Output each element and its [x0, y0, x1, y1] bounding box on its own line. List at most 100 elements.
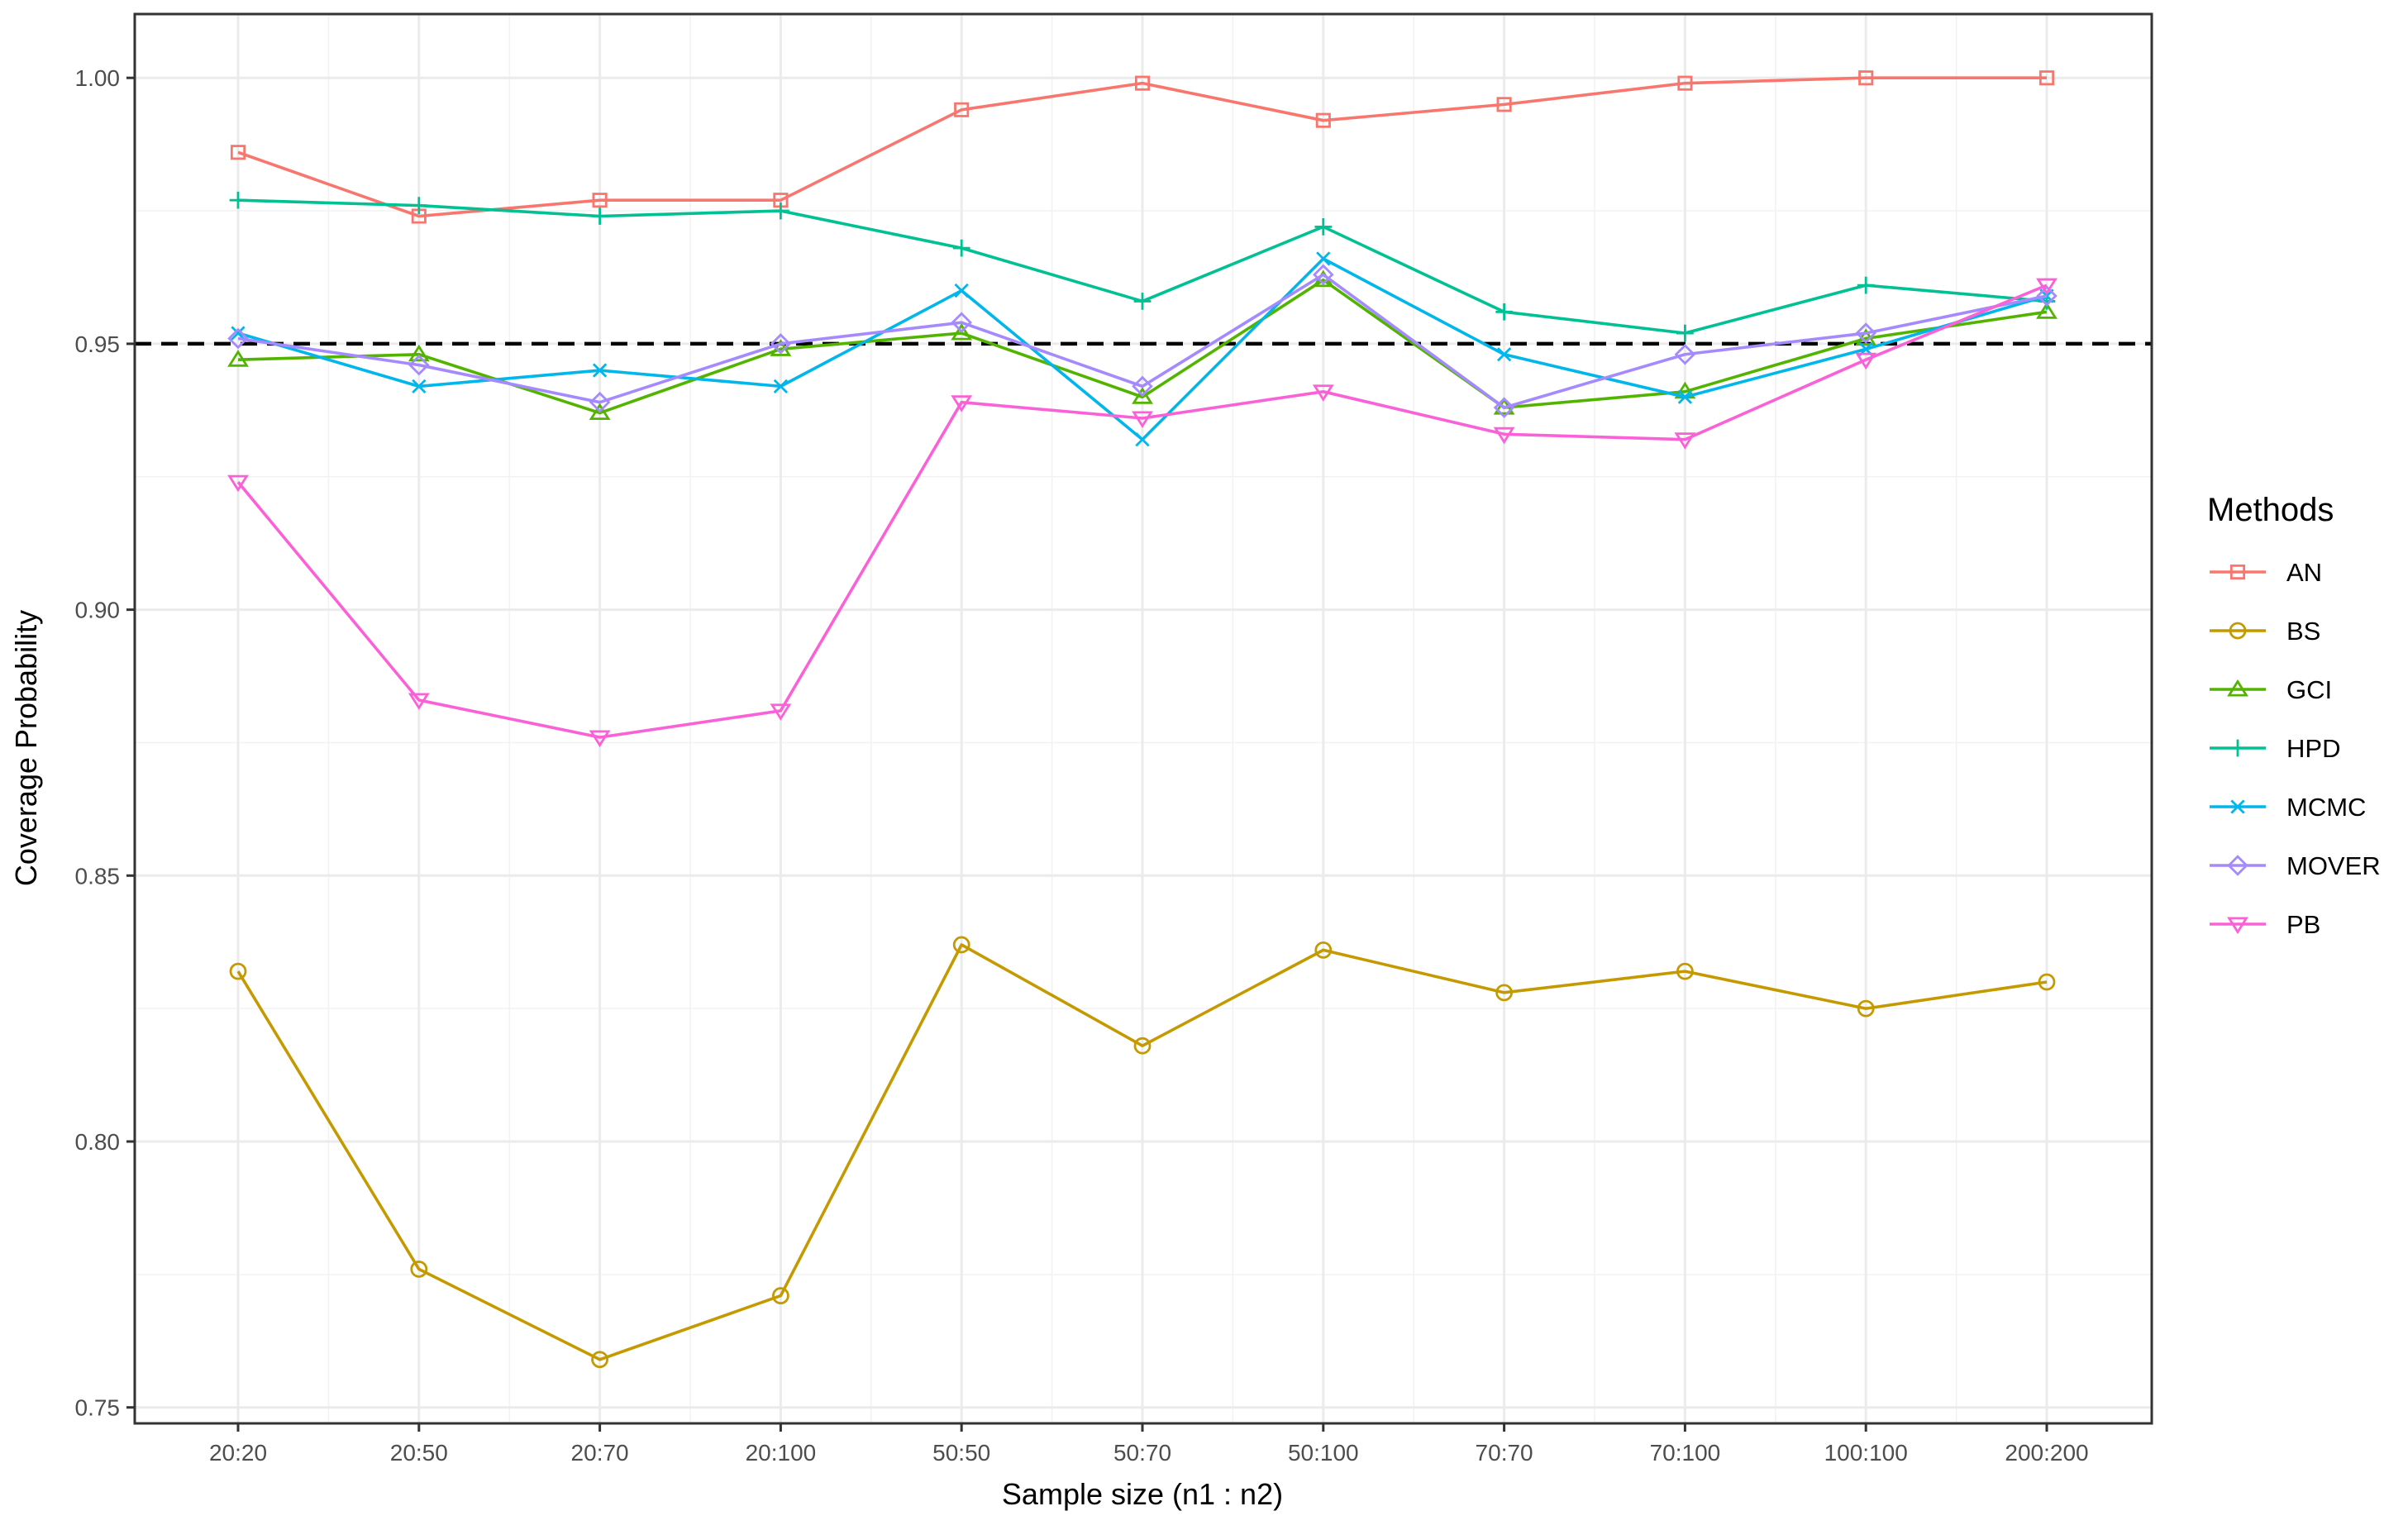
point-hpd-0 [229, 191, 247, 209]
point-pb-2 [589, 730, 611, 748]
legend-item-mcmc: MCMC [2210, 793, 2366, 822]
point-pb-7 [1493, 427, 1515, 445]
point-mcmc-8 [1677, 389, 1693, 404]
point-bs-0 [229, 962, 247, 980]
point-bs-3 [772, 1287, 789, 1304]
x-axis-title: Sample size (n1 : n2) [1002, 1477, 1283, 1511]
point-an-8 [1677, 75, 1693, 91]
point-an-0 [230, 145, 246, 160]
point-pb-9 [1855, 352, 1877, 370]
point-gci-4 [951, 322, 973, 341]
legend-item-mover: MOVER [2210, 851, 2381, 880]
point-mover-10 [2036, 285, 2058, 307]
point-bs-10 [2038, 973, 2056, 991]
legend: Methods AN BS GCI HPD MCMC MOVER PB [2207, 492, 2381, 939]
point-mover-6 [1313, 264, 1334, 286]
point-mover-4 [951, 312, 972, 333]
point-hpd-6 [1314, 218, 1333, 236]
point-hpd-4 [952, 239, 970, 257]
legend-label-hpd: HPD [2286, 734, 2340, 763]
legend-item-bs: BS [2210, 617, 2320, 646]
point-mover-1 [408, 354, 430, 376]
point-gci-1 [408, 344, 430, 362]
legend-label-mover: MOVER [2286, 851, 2381, 880]
legend-label-pb: PB [2286, 910, 2320, 939]
point-hpd-5 [1133, 293, 1152, 310]
point-mover-8 [1674, 343, 1696, 365]
point-pb-5 [1132, 411, 1153, 429]
point-bs-5 [1133, 1037, 1152, 1055]
point-bs-7 [1495, 984, 1513, 1002]
point-bs-4 [952, 936, 970, 954]
point-an-2 [592, 193, 608, 208]
y-axis-title: Coverage Probability [9, 610, 43, 886]
point-an-7 [1496, 97, 1512, 112]
point-bs-8 [1676, 962, 1694, 980]
point-mcmc-4 [954, 283, 969, 298]
point-mover-9 [1855, 322, 1876, 344]
x-tick-label: 200:200 [2005, 1440, 2088, 1466]
point-bs-2 [591, 1351, 608, 1369]
point-pb-1 [408, 693, 430, 711]
x-tick-label: 50:70 [1113, 1440, 1171, 1466]
legend-label-an: AN [2286, 558, 2322, 587]
point-bs-6 [1314, 941, 1333, 959]
point-an-10 [2038, 70, 2055, 86]
series-layer [227, 70, 2058, 1369]
x-tick-label: 70:70 [1476, 1440, 1533, 1466]
point-bs-9 [1857, 999, 1875, 1018]
x-tick-label: 20:70 [571, 1440, 629, 1466]
legend-key-marker-mover [2227, 855, 2248, 876]
y-tick-label: 0.80 [75, 1129, 121, 1155]
series-line-an [237, 76, 2047, 218]
legend-key-marker-pb [2227, 917, 2248, 935]
point-an-4 [954, 102, 970, 117]
series-line-mover [237, 273, 2048, 409]
point-mcmc-3 [773, 379, 789, 394]
legend-key-marker-an [2229, 564, 2246, 580]
x-tick-label: 70:100 [1650, 1440, 1721, 1466]
point-mover-7 [1493, 397, 1515, 418]
x-tick-label: 20:100 [746, 1440, 817, 1466]
legend-key-marker-hpd [2229, 739, 2247, 757]
series-pb [227, 278, 2058, 748]
legend-title: Methods [2207, 492, 2334, 528]
point-mcmc-6 [1316, 251, 1331, 266]
legend-key-marker-gci [2227, 679, 2248, 697]
grid-layer [135, 14, 2152, 1423]
legend-key-marker-bs [2229, 622, 2247, 640]
x-tick-label: 20:50 [390, 1440, 448, 1466]
point-pb-4 [951, 395, 973, 412]
x-tick-label: 50:100 [1288, 1440, 1359, 1466]
point-mcmc-2 [592, 363, 608, 378]
legend-label-gci: GCI [2286, 675, 2332, 704]
point-mcmc-0 [231, 326, 246, 341]
series-line-gci [237, 278, 2048, 415]
point-mover-5 [1132, 375, 1153, 398]
point-an-6 [1315, 112, 1331, 128]
point-pb-6 [1312, 384, 1334, 402]
point-mcmc-7 [1496, 347, 1512, 362]
x-tick-label: 20:20 [209, 1440, 267, 1466]
y-axis: 0.75 0.80 0.85 0.90 0.95 1.00 [75, 65, 135, 1421]
point-gci-10 [2036, 302, 2058, 319]
x-tick-label: 100:100 [1824, 1440, 1908, 1466]
x-tick-label: 50:50 [932, 1440, 990, 1466]
point-hpd-3 [772, 202, 789, 220]
point-hpd-7 [1495, 303, 1513, 321]
point-bs-1 [410, 1261, 428, 1278]
point-pb-3 [770, 703, 792, 721]
legend-key-marker-mcmc [2230, 799, 2245, 814]
point-pb-0 [227, 474, 249, 493]
point-mover-3 [770, 333, 792, 355]
y-tick-label: 0.85 [75, 863, 121, 889]
y-tick-label: 1.00 [75, 65, 121, 91]
point-gci-2 [589, 403, 611, 421]
point-gci-0 [227, 350, 249, 367]
point-hpd-8 [1676, 324, 1694, 342]
series-mover [227, 264, 2058, 418]
series-bs [229, 936, 2056, 1369]
legend-item-gci: GCI [2210, 675, 2332, 704]
